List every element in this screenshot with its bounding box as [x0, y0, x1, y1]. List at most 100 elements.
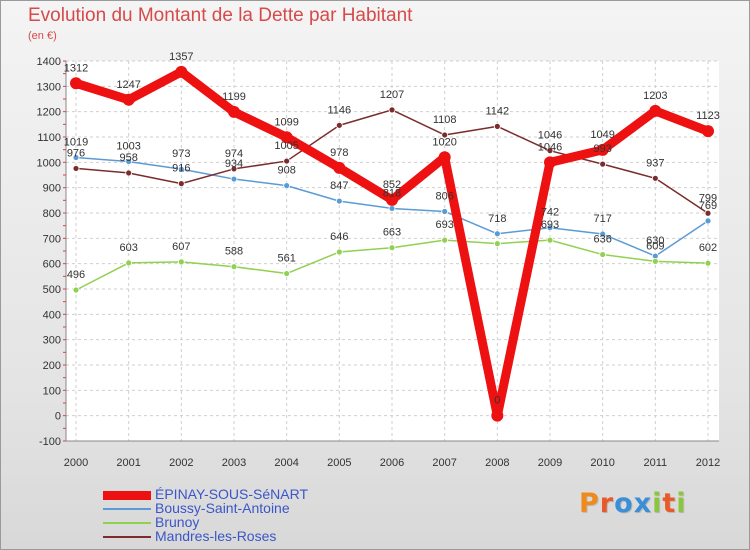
data-point — [599, 230, 607, 238]
y-tick-label: -100 — [39, 436, 61, 448]
x-tick-label: 2000 — [64, 457, 88, 469]
x-tick-label: 2004 — [274, 457, 298, 469]
data-label: 1142 — [486, 105, 510, 117]
data-label: 496 — [67, 269, 85, 281]
x-tick-label: 2012 — [696, 457, 720, 469]
proxiti-logo: Proxiti — [579, 488, 687, 519]
data-point — [125, 169, 133, 177]
y-tick-label: 300 — [43, 335, 61, 347]
legend-label: Boussy-Saint-Antoine — [155, 500, 290, 516]
data-point — [493, 122, 501, 130]
y-tick-label: 1100 — [37, 132, 61, 144]
data-label: 1019 — [64, 137, 88, 149]
data-label: 1203 — [643, 90, 667, 102]
data-point — [596, 143, 609, 156]
data-point — [125, 158, 133, 165]
data-point — [493, 240, 501, 248]
data-label: 646 — [330, 231, 348, 243]
y-tick-label: 1200 — [37, 107, 61, 119]
data-point — [70, 77, 82, 90]
data-point — [333, 161, 346, 174]
data-point — [283, 270, 291, 277]
data-label: 602 — [699, 242, 717, 254]
y-tick-label: 700 — [43, 233, 61, 245]
data-point — [177, 258, 185, 266]
logo-letter: t — [662, 488, 677, 519]
data-label: 561 — [277, 253, 295, 265]
y-tick-label: 400 — [43, 309, 61, 321]
data-point — [441, 131, 449, 139]
data-label: 0 — [494, 395, 500, 407]
y-tick-label: 200 — [43, 360, 61, 372]
y-tick-label: 1400 — [37, 56, 61, 68]
x-tick-label: 2010 — [590, 457, 614, 469]
data-point — [388, 106, 396, 114]
legend-item: Brunoy — [103, 514, 363, 530]
data-point — [72, 165, 80, 172]
legend-item: Boussy-Saint-Antoine — [103, 500, 363, 516]
y-tick-label: 500 — [43, 284, 61, 296]
data-label: 1049 — [590, 129, 614, 141]
data-label: 978 — [330, 147, 348, 159]
logo-letter: i — [676, 488, 687, 519]
logo-letter: i — [652, 488, 663, 519]
legend-label: Brunoy — [155, 514, 200, 530]
data-point — [177, 180, 185, 188]
data-label: 1247 — [116, 79, 140, 91]
x-tick-label: 2008 — [485, 457, 509, 469]
data-label: 718 — [488, 213, 506, 225]
data-point — [72, 286, 80, 294]
data-label: 636 — [593, 234, 611, 246]
data-label: 974 — [225, 148, 243, 160]
data-label: 1199 — [222, 91, 246, 103]
data-point — [441, 208, 449, 215]
legend-label: ÉPINAY-SOUS-SéNART — [155, 486, 309, 502]
data-point — [651, 174, 659, 182]
x-tick-label: 2011 — [644, 457, 668, 469]
data-point — [335, 121, 343, 129]
data-point — [335, 197, 343, 205]
data-label: 1123 — [696, 110, 720, 122]
data-label: 973 — [172, 148, 190, 160]
data-label: 852 — [383, 179, 401, 191]
y-tick-label: 0 — [55, 411, 61, 423]
data-point — [546, 236, 554, 244]
data-label: 1146 — [328, 104, 352, 116]
data-point — [175, 65, 188, 78]
data-point — [335, 248, 343, 256]
data-label: 937 — [646, 157, 664, 169]
data-label: 1005 — [274, 140, 298, 152]
data-label: 588 — [225, 246, 243, 258]
data-label: 693 — [541, 219, 559, 231]
data-label: 1046 — [538, 130, 562, 142]
data-label: 1046 — [538, 141, 562, 153]
data-label: 693 — [435, 219, 453, 231]
x-tick-label: 2002 — [169, 457, 193, 469]
data-point — [493, 230, 501, 238]
y-tick-label: 1000 — [37, 157, 61, 169]
data-label: 1207 — [380, 89, 404, 101]
legend-item: Mandres-les-Roses — [103, 528, 363, 544]
chart-title: Evolution du Montant de la Dette par Hab… — [28, 5, 413, 26]
y-tick-label: 900 — [43, 183, 61, 195]
data-label: 603 — [119, 242, 137, 254]
data-label: 806 — [435, 190, 453, 202]
x-tick-label: 2006 — [380, 457, 404, 469]
logo-letter: r — [599, 488, 615, 519]
data-point — [230, 165, 238, 173]
y-tick-label: 1300 — [37, 81, 61, 93]
data-point — [599, 160, 607, 168]
x-tick-label: 2001 — [116, 457, 140, 469]
data-label: 1020 — [432, 136, 456, 148]
legend-label: Mandres-les-Roses — [155, 528, 277, 544]
data-point — [388, 244, 396, 252]
data-label: 1357 — [169, 51, 193, 63]
data-point — [388, 205, 396, 212]
data-label: 769 — [699, 200, 717, 212]
x-tick-label: 2007 — [432, 457, 456, 469]
data-label: 818 — [383, 187, 401, 199]
data-label: 607 — [172, 241, 190, 253]
chart-subtitle: (en €) — [28, 30, 57, 42]
